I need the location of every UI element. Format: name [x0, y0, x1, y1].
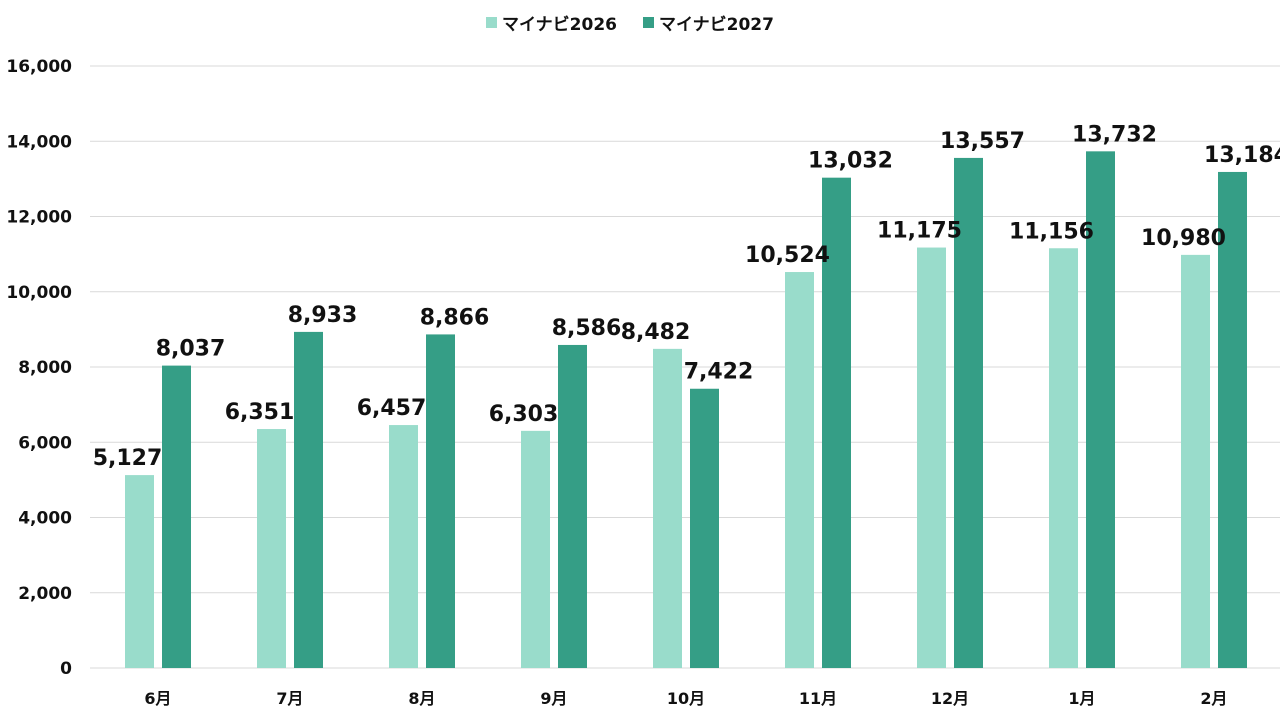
data-label: 6,457: [357, 396, 427, 421]
x-tick-label: 11月: [799, 689, 837, 708]
bar-2026: [257, 429, 286, 668]
bar-2026: [1049, 248, 1078, 668]
bar-2027: [294, 331, 323, 668]
bar-2026: [917, 247, 946, 668]
bar-2027: [1218, 171, 1247, 668]
x-axis-ticks: 6月 7月 8月 9月 10月 11月 12月 1月 2月: [144, 689, 1227, 708]
legend-label-2026: マイナビ2026: [502, 15, 617, 35]
data-label: 8,866: [420, 305, 490, 330]
y-tick-label: 0: [60, 659, 72, 679]
y-axis-ticks: 0 2,000 4,000 6,000 8,000 10,000 12,000 14,000 1…: [6, 57, 72, 679]
data-label: 10,524: [745, 243, 830, 268]
x-tick-label: 2月: [1200, 689, 1227, 708]
x-tick-label: 12月: [931, 689, 969, 708]
y-tick-label: 16,000: [6, 57, 72, 77]
data-label: 8,933: [288, 303, 358, 328]
data-label: 11,156: [1009, 219, 1094, 244]
bar-2027: [954, 157, 983, 668]
legend-swatch-2026: [486, 17, 497, 28]
bar-2027: [690, 388, 719, 668]
y-tick-label: 6,000: [18, 433, 72, 453]
data-label: 13,557: [940, 129, 1025, 154]
data-label: 6,303: [489, 402, 559, 427]
x-tick-label: 7月: [276, 689, 303, 708]
data-label: 8,037: [156, 337, 226, 362]
x-tick-label: 6月: [144, 689, 171, 708]
bars: [125, 151, 1247, 668]
legend-item-2026: マイナビ2026: [486, 10, 617, 35]
bar-2027: [1086, 151, 1115, 668]
bar-2026: [785, 272, 814, 668]
data-label: 11,175: [877, 219, 962, 244]
y-tick-label: 10,000: [6, 283, 72, 303]
data-label: 10,980: [1141, 226, 1226, 251]
data-label: 13,032: [808, 149, 893, 174]
data-label: 6,351: [225, 400, 295, 425]
legend-label-2027: マイナビ2027: [658, 15, 774, 35]
legend: マイナビ2026 マイナビ2027: [486, 10, 774, 35]
y-tick-label: 14,000: [6, 132, 72, 152]
bar-2026: [125, 475, 154, 668]
y-tick-label: 12,000: [6, 208, 72, 228]
data-label: 8,586: [552, 316, 622, 341]
data-label: 13,732: [1072, 122, 1157, 147]
legend-swatch-2027: [642, 17, 654, 28]
gridlines: [90, 65, 1280, 669]
bar-2026: [521, 430, 550, 668]
x-tick-label: 10月: [667, 689, 705, 708]
y-tick-label: 8,000: [18, 358, 72, 378]
bar-2027: [822, 177, 851, 668]
x-tick-label: 9月: [540, 689, 567, 708]
x-tick-label: 1月: [1068, 689, 1095, 708]
data-label: 13,184: [1204, 143, 1280, 168]
y-tick-label: 4,000: [18, 509, 72, 529]
data-label: 5,127: [93, 446, 163, 471]
bar-2026: [389, 425, 418, 668]
bar-2026: [653, 348, 682, 668]
data-label: 8,482: [621, 320, 691, 345]
data-label: 7,422: [684, 360, 754, 385]
legend-item-2027: マイナビ2027: [642, 10, 774, 35]
bar-2026: [1181, 254, 1210, 668]
bar-2027: [426, 334, 455, 668]
data-labels: 5,127 8,037 6,351 8,933 6,457 8,866 6,303 8,586…: [93, 122, 1280, 471]
bar-2027: [162, 365, 191, 668]
bar-2027: [558, 344, 587, 668]
x-tick-label: 8月: [408, 689, 435, 708]
y-tick-label: 2,000: [18, 584, 72, 604]
